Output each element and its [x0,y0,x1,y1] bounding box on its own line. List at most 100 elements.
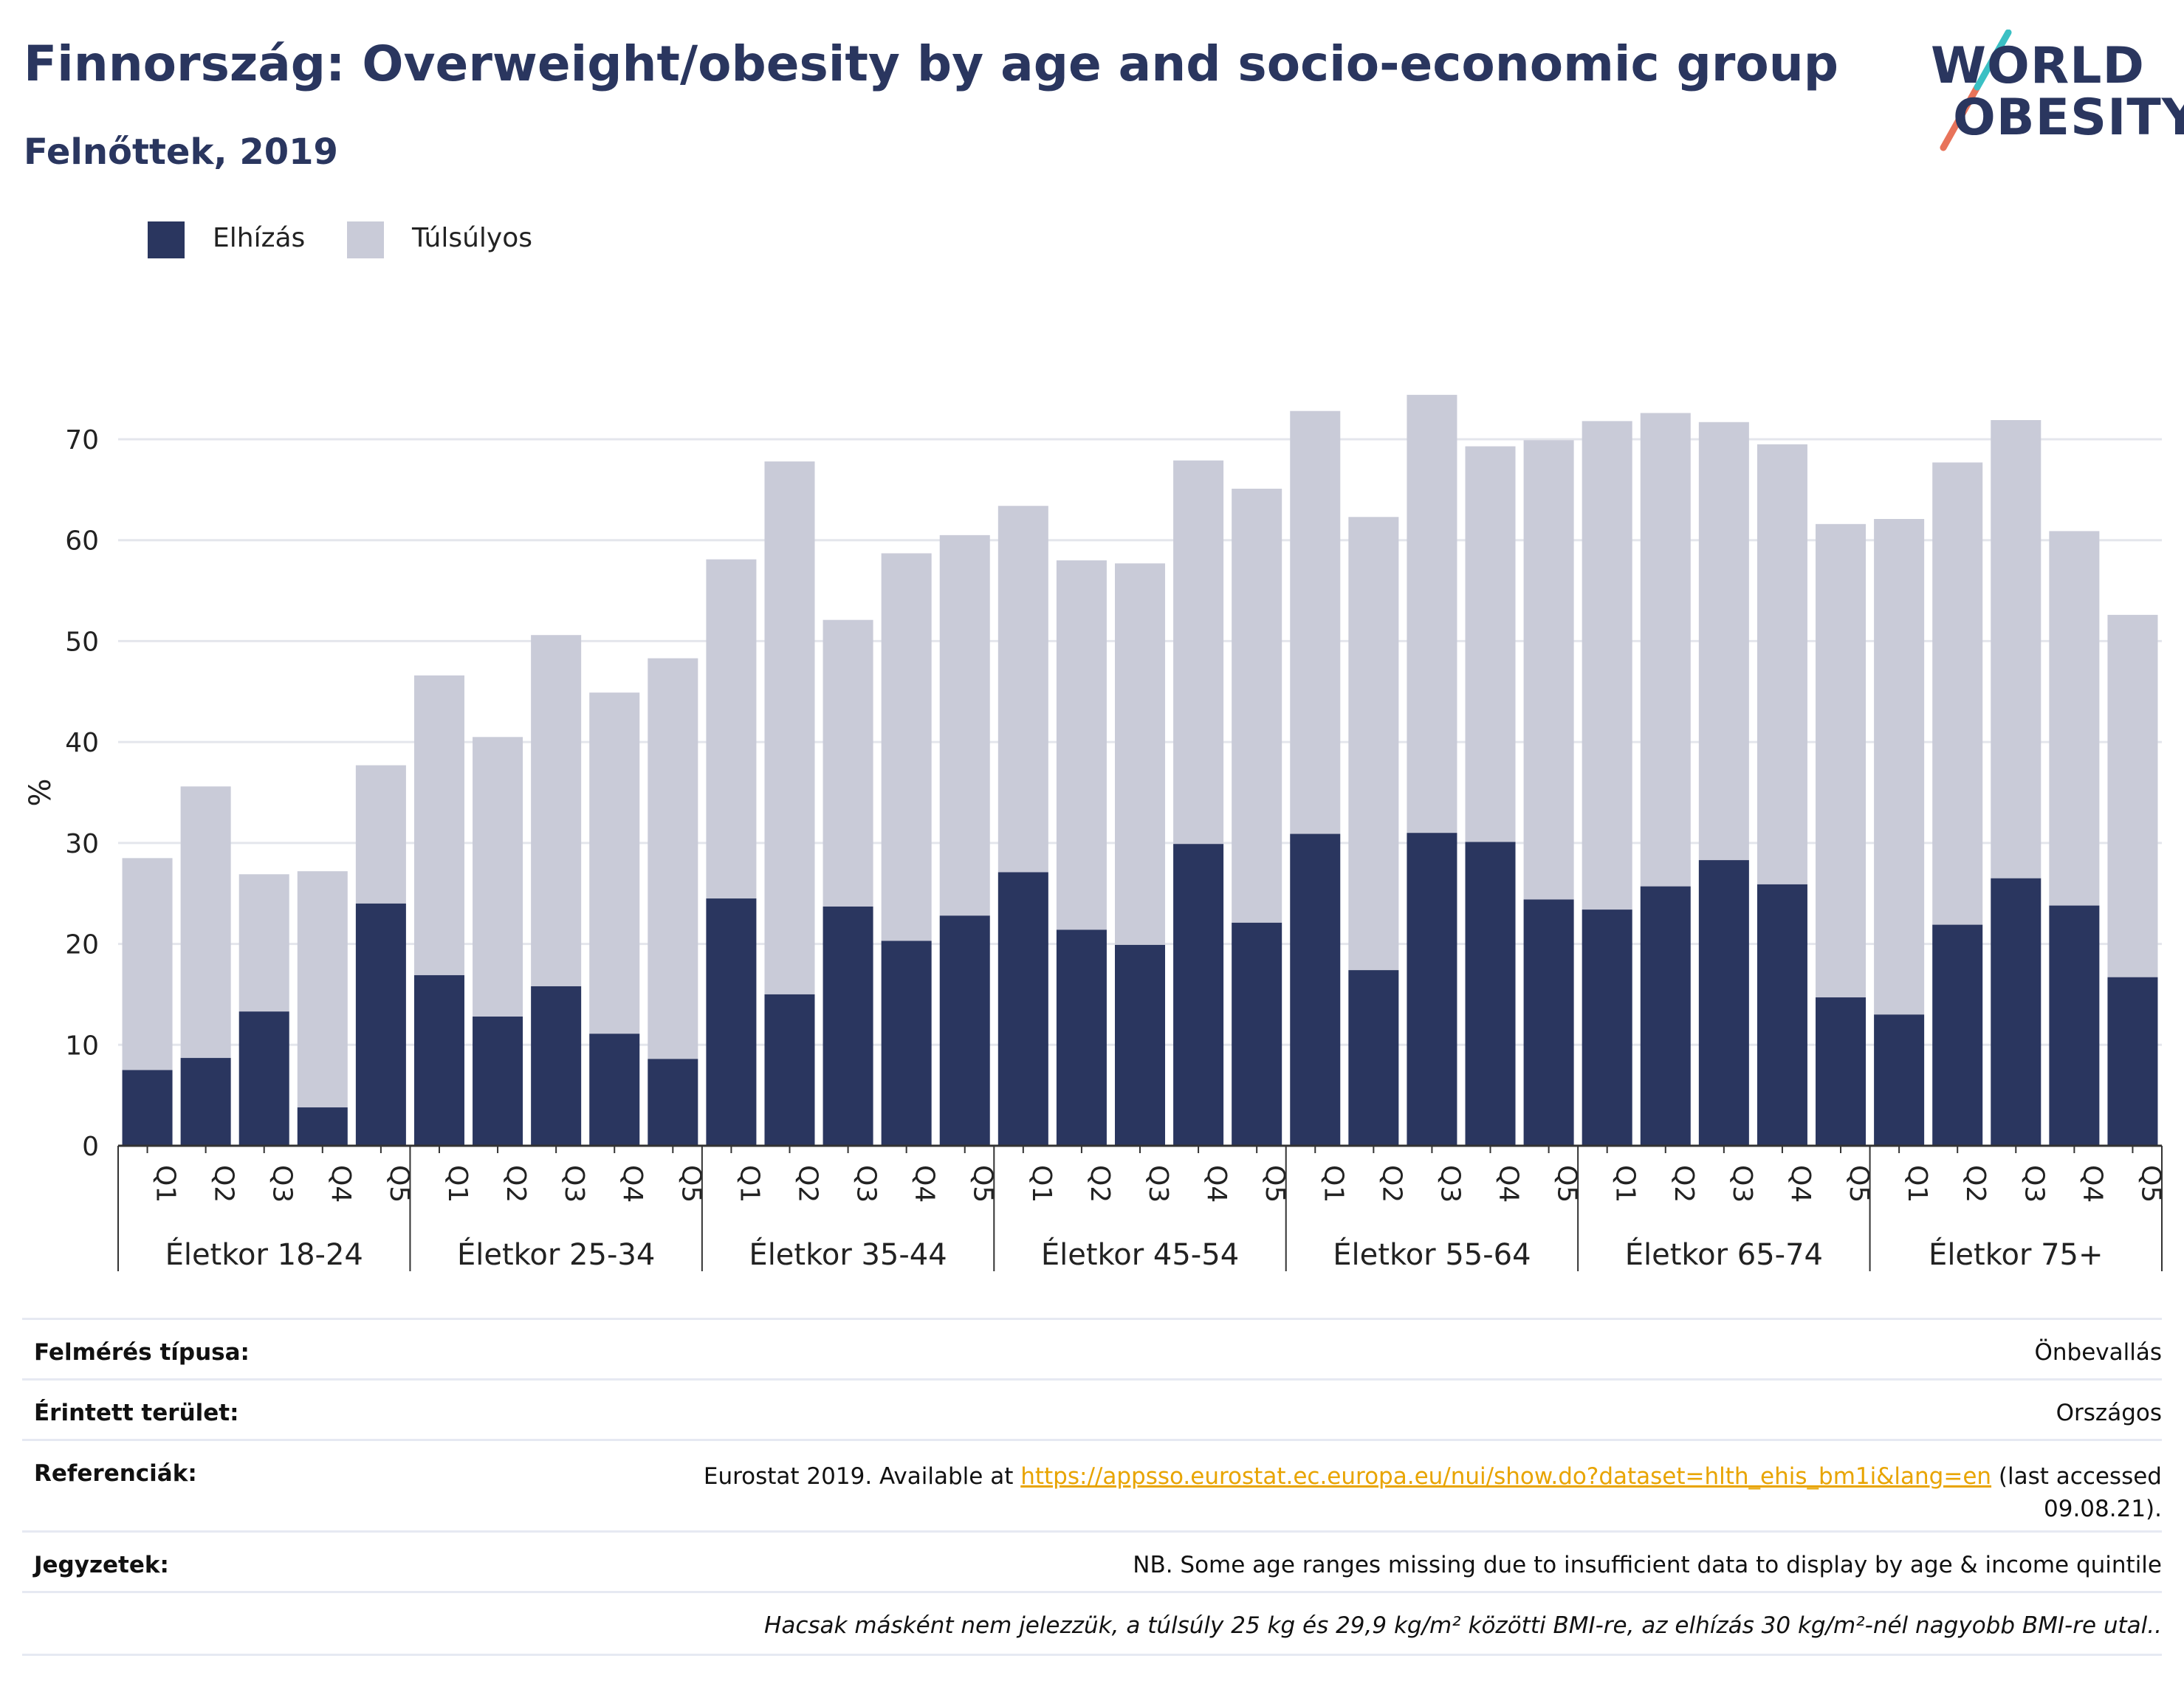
meta-value-footnote: Hacsak másként nem jelezzük, a túlsúly 2… [764,1612,2162,1639]
age-group-label: Életkor 35-44 [749,1237,947,1272]
x-tick-label: Q5 [1260,1165,1290,1203]
y-axis-label: % [24,778,58,806]
bar-overweight [1816,523,1867,998]
bar-overweight [413,675,464,975]
bar-overweight [997,506,1048,873]
x-tick-label: Q4 [2077,1165,2107,1203]
bar-overweight [823,619,873,907]
bar-overweight [1582,421,1632,910]
age-group-label: Életkor 65-74 [1625,1237,1823,1272]
bar-obesity [1232,922,1282,1146]
x-tick-label: Q5 [384,1165,414,1203]
bar-obesity [180,1058,231,1146]
stacked-bar-chart: 0 10 20 30 40 50 60 70% Q1 Q2 Q3 Q4 Q5 Életkor 18-24 Q… [24,394,2166,1272]
x-tick-label: Q5 [676,1165,706,1203]
x-tick-label: Q3 [267,1165,298,1203]
bar-overweight [1932,462,1983,925]
meta-label-notes: Jegyzetek: [34,1552,169,1578]
ref-prefix: Eurostat 2019. Available at [703,1463,1021,1490]
bar-overweight [297,871,348,1108]
logo-word-1: WORLD [1931,37,2145,95]
x-tick-label: Q4 [1785,1165,1816,1203]
x-tick-label: Q2 [1376,1165,1407,1203]
y-tick-label: 50 [65,627,99,657]
ref-suffix: (last accessed [1991,1463,2162,1490]
age-group-label: Életkor 25-34 [457,1237,655,1272]
bar-overweight [939,534,990,916]
bar-obesity [706,898,757,1146]
bar-overweight [473,737,523,1017]
y-tick-label: 60 [65,526,99,557]
bar-overweight [122,858,173,1070]
bar-overweight [1698,422,1749,861]
bar-overweight [1523,440,1574,900]
x-tick-label: Q3 [2019,1165,2049,1203]
x-tick-label: Q1 [1026,1165,1057,1203]
x-tick-label: Q2 [1960,1165,1991,1203]
bar-overweight [1874,519,1925,1015]
bar-overweight [648,658,698,1059]
bar-overweight [1407,394,1457,833]
age-group-label: Életkor 45-54 [1041,1237,1239,1272]
bar-obesity [1932,924,1983,1146]
bar-obesity [1874,1014,1925,1146]
bar-overweight [1290,410,1341,834]
bar-overweight [764,461,815,994]
x-tick-label: Q2 [209,1165,239,1203]
x-tick-label: Q2 [1669,1165,1699,1203]
y-tick-label: 20 [65,930,99,960]
x-tick-label: Q1 [1318,1165,1348,1203]
bar-overweight [238,874,289,1012]
bar-obesity [823,906,873,1146]
bar-obesity [2107,977,2158,1146]
x-tick-label: Q1 [734,1165,764,1203]
legend-swatch-obesity [148,221,185,258]
chart-subtitle: Felnőttek, 2019 [24,131,338,173]
bar-obesity [1056,929,1107,1146]
x-tick-label: Q4 [910,1165,940,1203]
bar-obesity [531,986,582,1146]
meta-row-footnote: Hacsak másként nem jelezzük, a túlsúly 2… [22,1591,2162,1656]
y-tick-label: 40 [65,728,99,758]
bar-obesity [1582,910,1632,1146]
bar-obesity [1991,878,2042,1146]
x-tick-label: Q2 [1085,1165,1115,1203]
bar-obesity [589,1034,640,1146]
meta-label-survey: Felmérés típusa: [34,1339,250,1366]
bar-overweight [1348,517,1399,971]
x-tick-label: Q3 [851,1165,882,1203]
bar-obesity [1114,944,1166,1146]
bar-obesity [1290,833,1341,1146]
bar-obesity [997,872,1048,1146]
meta-value-area: Országos [2056,1400,2162,1426]
bar-overweight [1465,446,1516,842]
x-tick-label: Q4 [1494,1165,1524,1203]
x-tick-label: Q1 [1902,1165,1932,1203]
y-tick-label: 0 [82,1132,99,1162]
bar-overweight [2107,614,2158,977]
x-tick-label: Q1 [1610,1165,1641,1203]
bar-obesity [939,915,990,1146]
x-tick-label: Q1 [151,1165,181,1203]
x-tick-label: Q5 [968,1165,998,1203]
chart-title: Finnország: Overweight/obesity by age an… [24,35,1838,92]
x-tick-label: Q4 [326,1165,356,1203]
bar-obesity [1465,842,1516,1146]
y-tick-label: 70 [65,425,99,455]
reference-link[interactable]: https://appsso.eurostat.ec.europa.eu/nui… [1020,1463,1992,1490]
bar-overweight [1114,563,1166,945]
bar-obesity [1173,844,1224,1146]
bar-obesity [881,941,932,1146]
meta-row-notes: Jegyzetek: NB. Some age ranges missing d… [22,1530,2162,1593]
age-group-label: Életkor 75+ [1929,1237,2103,1272]
y-tick-label: 30 [65,829,99,859]
bar-overweight [881,553,932,941]
meta-row-survey: Felmérés típusa: Önbevallás [22,1318,2162,1381]
age-group-label: Életkor 18-24 [165,1237,363,1272]
meta-row-references: Referenciák: Eurostat 2019. Available at… [22,1439,2162,1533]
bar-obesity [648,1059,698,1146]
bar-obesity [1640,886,1691,1146]
meta-label-references: Referenciák: [34,1460,197,1487]
x-tick-label: Q2 [501,1165,531,1203]
bar-overweight [531,635,582,986]
